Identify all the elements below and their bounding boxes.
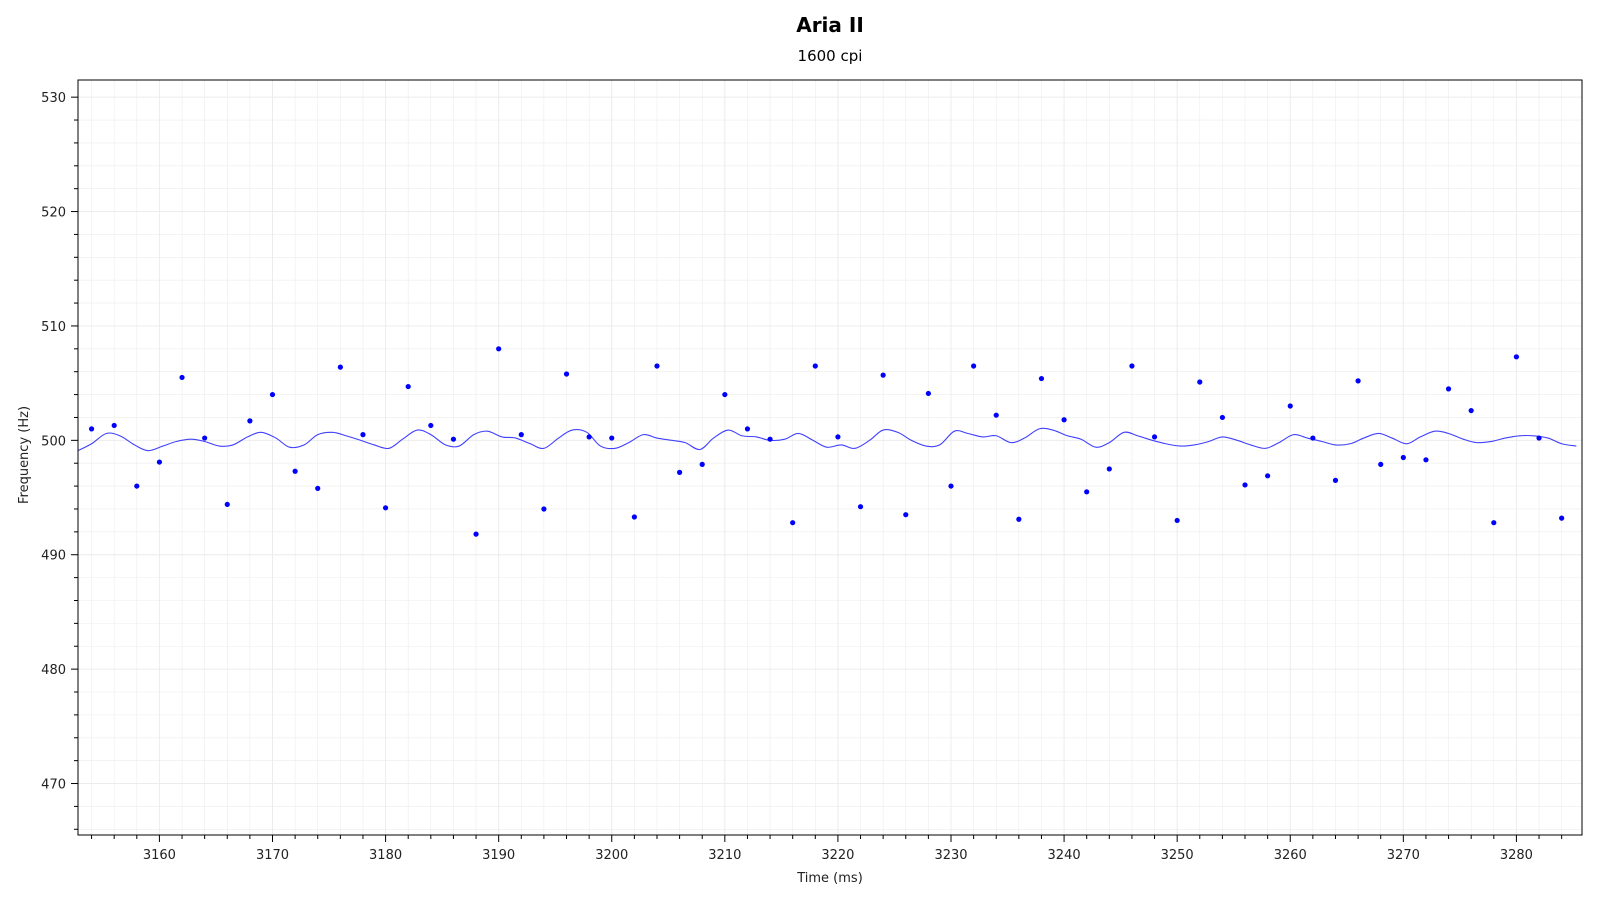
data-point: [880, 372, 886, 378]
data-point: [903, 512, 909, 518]
x-tick-label: 3270: [1387, 848, 1420, 863]
data-point: [925, 390, 931, 397]
y-tick-label: 490: [41, 549, 66, 564]
y-tick-label: 500: [41, 434, 66, 449]
data-point: [1400, 454, 1406, 461]
plot-frame: [77, 79, 1583, 836]
data-point: [315, 485, 321, 491]
data-point: [993, 412, 999, 418]
data-point: [405, 383, 411, 390]
x-tick-label: 3200: [595, 848, 628, 863]
data-point: [518, 432, 524, 438]
data-point: [202, 435, 208, 441]
data-point: [744, 426, 751, 432]
data-point: [1287, 403, 1293, 409]
data-point: [1061, 417, 1067, 423]
data-point: [1355, 378, 1361, 384]
data-point: [428, 422, 434, 429]
data-point: [1423, 457, 1429, 463]
x-tick-label: 3190: [482, 848, 515, 863]
ticks-layer: [71, 96, 1563, 842]
x-tick-label: 3230: [934, 848, 967, 863]
y-tick-label: 470: [41, 778, 66, 793]
data-point: [563, 371, 570, 377]
data-point: [1242, 482, 1248, 488]
data-point: [292, 468, 298, 474]
data-point: [1038, 375, 1045, 382]
data-point: [1310, 435, 1316, 441]
data-point: [247, 418, 253, 424]
data-point: [857, 504, 864, 510]
data-point: [541, 506, 547, 512]
y-tick-label: 530: [41, 91, 66, 106]
data-point: [1265, 473, 1271, 479]
x-axis-label: Time (ms): [796, 871, 863, 886]
x-tick-label: 3250: [1161, 848, 1194, 863]
data-point: [631, 514, 637, 520]
chart-subtitle: 1600 cpi: [798, 47, 863, 65]
data-point: [88, 426, 95, 432]
data-point: [1084, 489, 1090, 495]
data-point: [654, 363, 660, 369]
data-point: [1106, 466, 1112, 472]
grid: [78, 80, 1582, 835]
data-point: [1151, 434, 1158, 440]
data-point: [134, 483, 140, 489]
y-axis-label: Frequency (Hz): [17, 406, 32, 504]
x-tick-label: 3260: [1274, 848, 1307, 863]
y-tick-label: 520: [41, 206, 66, 221]
data-point: [971, 363, 977, 369]
data-point: [1174, 517, 1180, 524]
data-point: [337, 364, 343, 370]
data-point: [156, 459, 163, 465]
smoothed-curve: [77, 427, 1577, 452]
x-tick-label: 3170: [256, 848, 289, 863]
data-point: [360, 432, 366, 438]
x-tick-label: 3240: [1048, 848, 1081, 863]
x-tick-label: 3280: [1500, 848, 1533, 863]
data-point: [1491, 520, 1497, 526]
data-point: [1016, 516, 1022, 522]
data-point: [1445, 386, 1452, 392]
data-point: [496, 346, 502, 352]
x-tick-label: 3160: [143, 848, 176, 863]
data-point: [722, 391, 728, 398]
data-point: [790, 520, 796, 526]
data-point: [948, 483, 954, 489]
x-tick-label: 3220: [821, 848, 854, 863]
data-point: [835, 434, 841, 440]
data-point: [269, 391, 276, 398]
points-layer: [88, 346, 1565, 537]
data-point: [224, 501, 230, 508]
data-point: [767, 436, 773, 442]
data-point: [473, 531, 479, 537]
data-point: [1468, 407, 1474, 414]
chart-title: Aria II: [796, 13, 864, 37]
data-point: [450, 436, 457, 442]
curve-layer: [77, 427, 1577, 452]
data-point: [179, 374, 185, 381]
data-point: [1378, 461, 1384, 467]
data-point: [382, 505, 389, 511]
data-point: [1129, 363, 1135, 369]
y-tick-label: 480: [41, 663, 66, 678]
data-point: [1559, 515, 1565, 521]
x-tick-label: 3210: [708, 848, 741, 863]
x-tick-label: 3180: [369, 848, 402, 863]
y-tick-label: 510: [41, 320, 66, 335]
data-point: [1536, 435, 1542, 441]
data-point: [1219, 414, 1225, 421]
data-point: [609, 435, 615, 441]
data-point: [677, 469, 683, 475]
data-point: [1332, 477, 1339, 483]
data-point: [1513, 354, 1520, 360]
data-point: [586, 434, 592, 440]
data-point: [111, 422, 117, 429]
tick-labels: 3160 3170 3180 3190 3200 3210 3220 3230 3240 3250…: [41, 91, 1533, 863]
data-point: [1197, 379, 1203, 385]
data-point: [812, 363, 818, 369]
data-point: [699, 461, 705, 467]
